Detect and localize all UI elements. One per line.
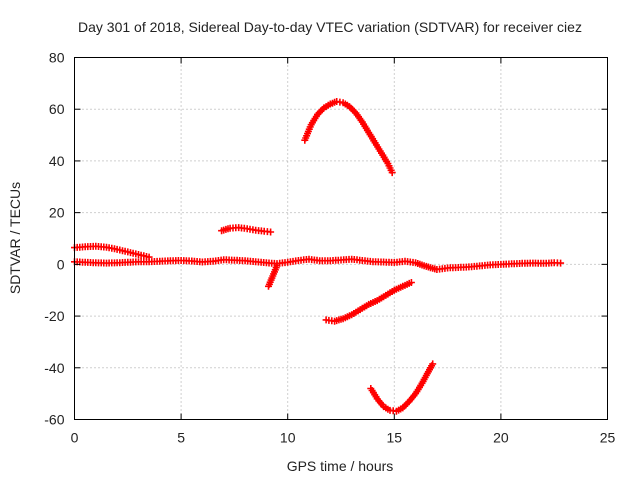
y-tick-labels: -60 -40 -20 0 20 40 60 80 [44, 50, 64, 428]
y-tick-label: 20 [49, 205, 65, 221]
data-series [265, 262, 281, 290]
x-tick-label: 15 [387, 430, 403, 446]
data-series [322, 279, 415, 325]
y-tick-label: -20 [44, 308, 64, 324]
data-markers [265, 262, 281, 290]
data-series [218, 224, 275, 236]
data-markers [322, 279, 415, 325]
y-tick-label: 0 [57, 256, 65, 272]
plot-frame [74, 57, 608, 420]
data-series [367, 360, 437, 415]
y-tick-label: -60 [44, 412, 64, 428]
x-axis-label: GPS time / hours [287, 458, 394, 474]
x-tick-label: 25 [600, 430, 616, 446]
x-tick-label: 0 [71, 430, 79, 446]
y-tick-label: 60 [49, 101, 65, 117]
data-series [301, 98, 396, 177]
data-series [71, 255, 565, 273]
y-axis-label: SDTVAR / TECUs [7, 182, 23, 294]
data-markers [218, 224, 275, 236]
chart-title: Day 301 of 2018, Sidereal Day-to-day VTE… [78, 19, 582, 35]
y-tick-label: -40 [44, 360, 64, 376]
axis-ticks [74, 57, 608, 420]
data-points [71, 98, 565, 415]
grid-lines [74, 57, 608, 420]
x-tick-labels: 0 5 10 15 20 25 [71, 430, 616, 446]
data-markers [367, 360, 437, 415]
data-markers [71, 255, 565, 273]
data-markers [301, 98, 396, 177]
x-tick-label: 5 [177, 430, 185, 446]
y-tick-label: 40 [49, 153, 65, 169]
x-tick-label: 20 [493, 430, 509, 446]
y-tick-label: 80 [49, 50, 65, 66]
data-series [71, 242, 153, 261]
x-tick-label: 10 [280, 430, 296, 446]
data-markers [71, 242, 153, 261]
